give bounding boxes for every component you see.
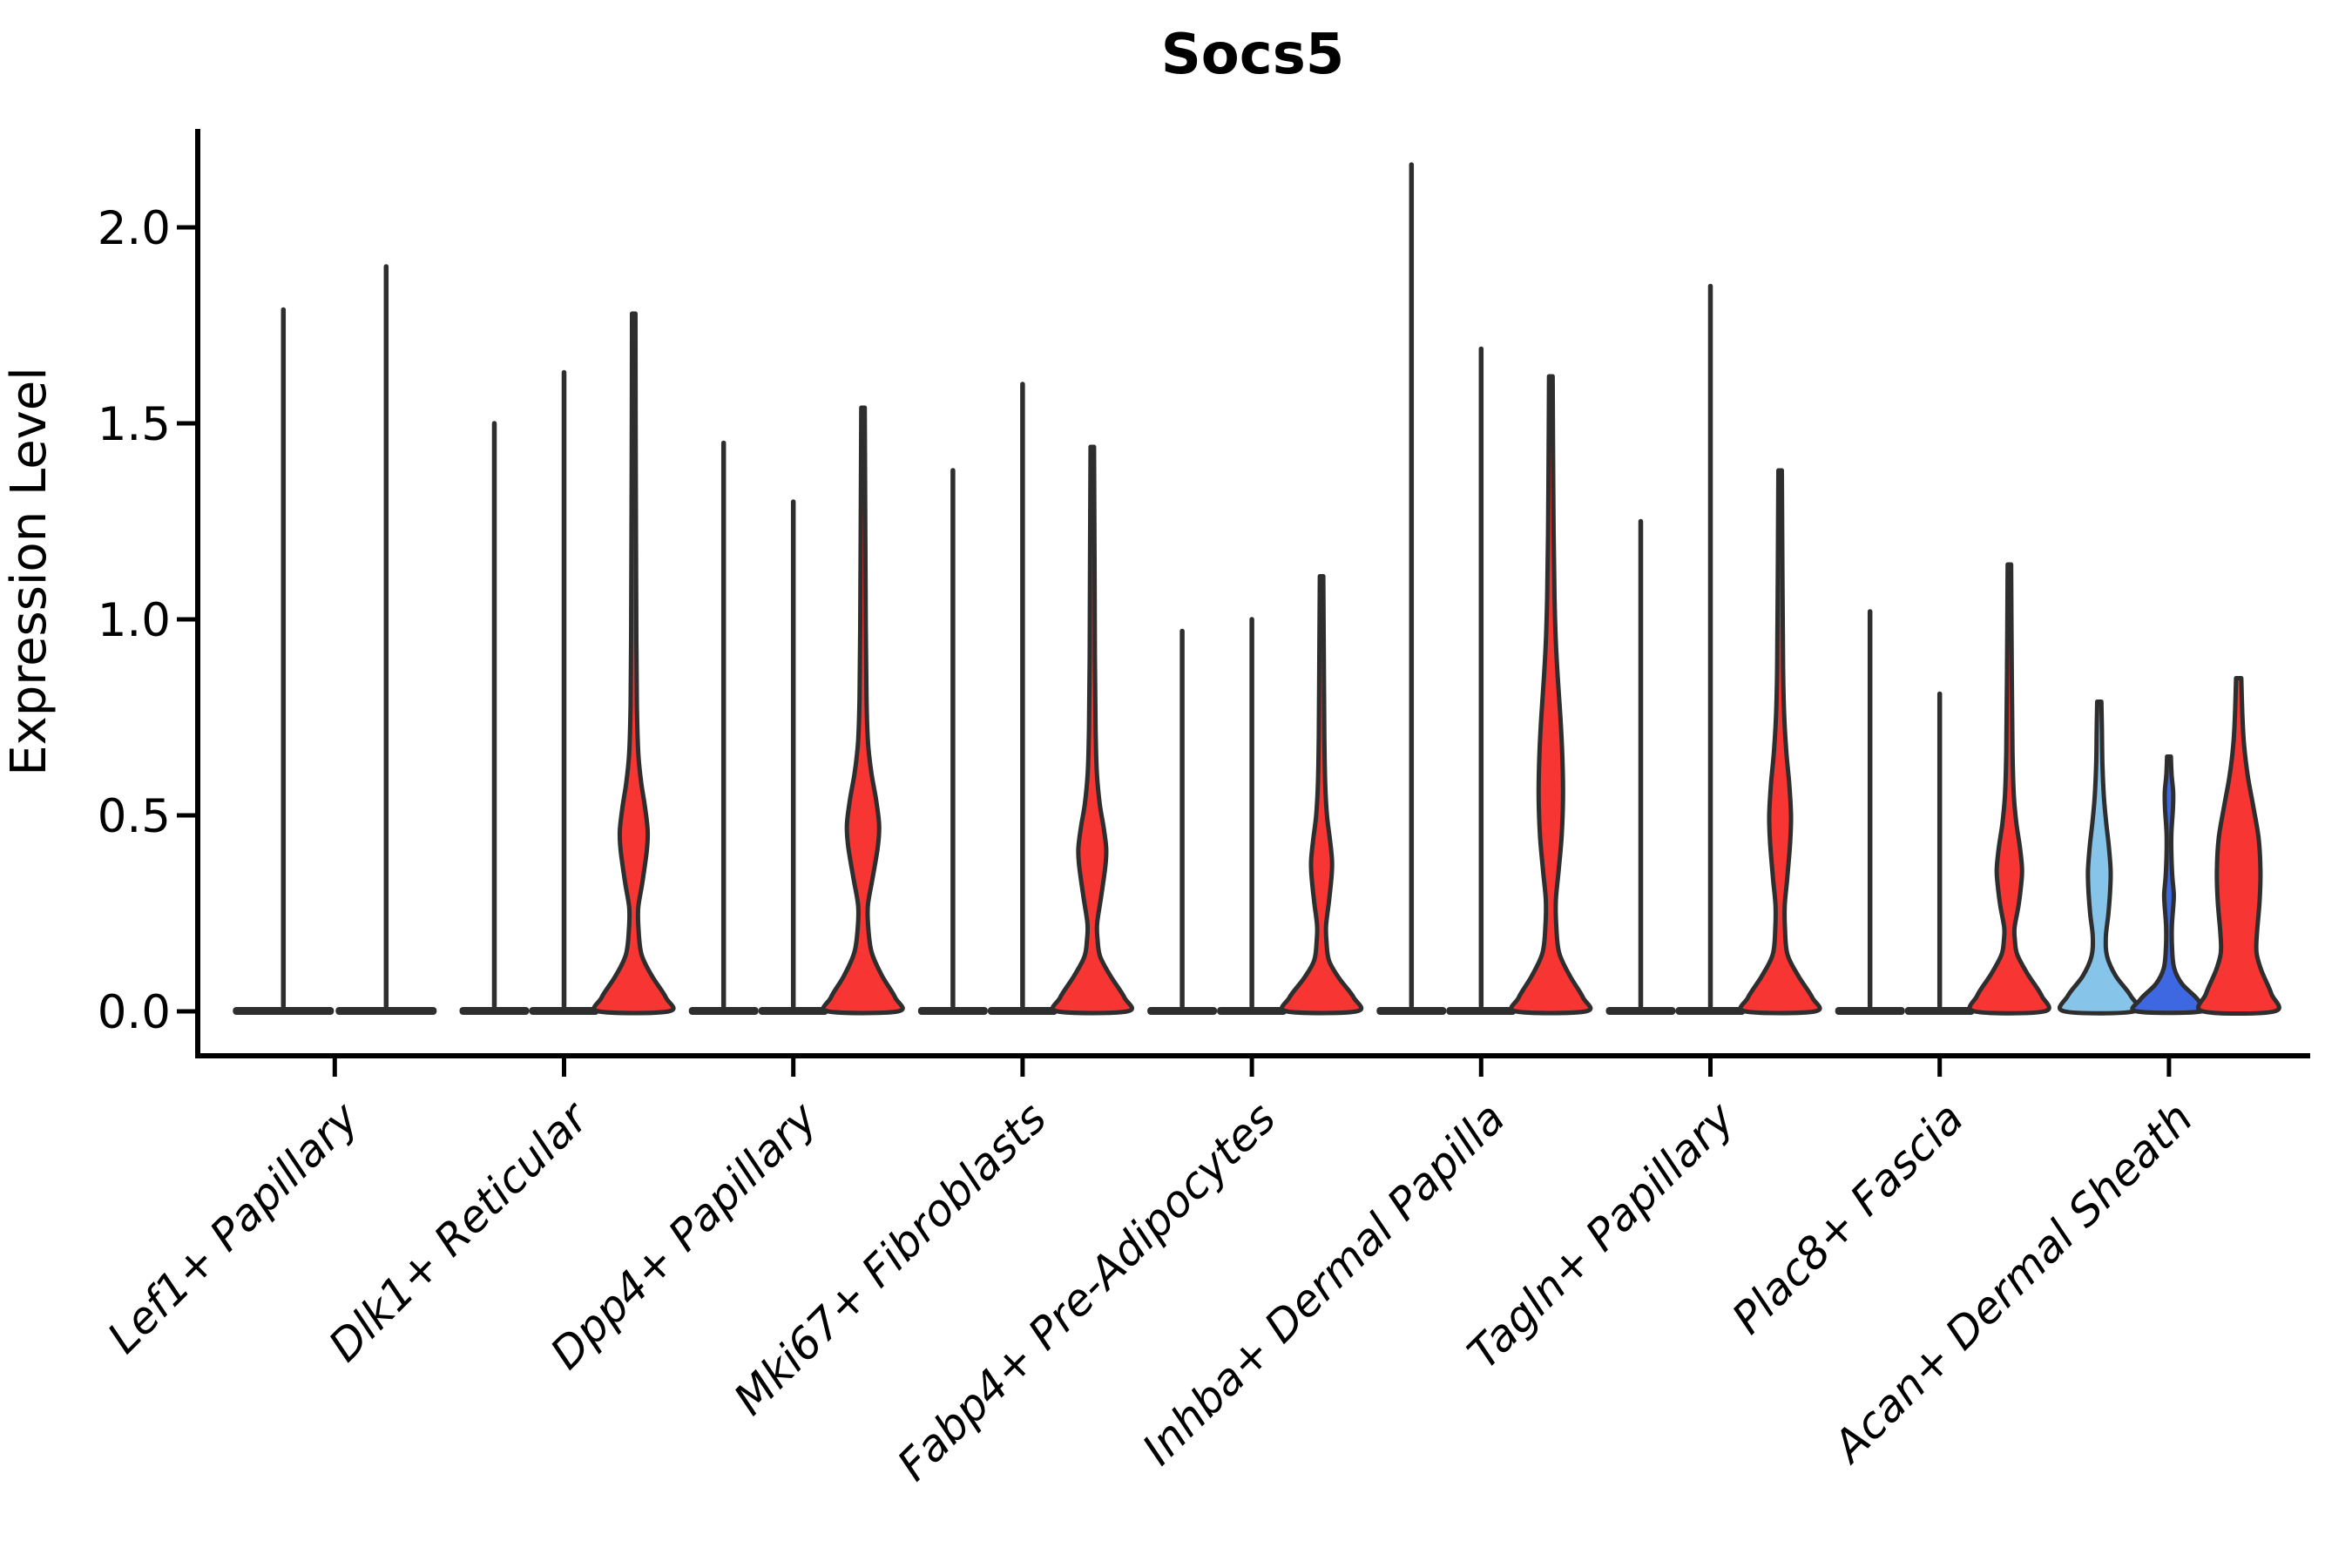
violin-group-7: Tagln+ Papillary — [1458, 283, 1822, 1379]
violin-base — [987, 1007, 1058, 1015]
violin-body — [2196, 676, 2281, 1017]
chart-title: Socs5 — [1161, 23, 1345, 87]
violin-body — [1050, 444, 1134, 1016]
violin-base — [1446, 1007, 1517, 1015]
violin-base — [1376, 1007, 1447, 1015]
violin-base — [335, 1007, 437, 1015]
violin-base — [1835, 1007, 1905, 1015]
violin-group-9: Acan+ Dermal Sheath — [1821, 676, 2281, 1473]
violin-base — [1675, 1007, 1746, 1015]
violin-base — [529, 1007, 599, 1015]
violin-base — [758, 1007, 828, 1015]
violin-group-3: Dpp4+ Papillary — [541, 405, 905, 1379]
violin-body — [591, 311, 676, 1016]
violin-body — [1509, 374, 1593, 1016]
x-tick-label: Lef1+ Papillary — [98, 1092, 368, 1362]
y-tick-label: 0.0 — [98, 986, 171, 1039]
y-tick-label: 1.5 — [98, 398, 171, 451]
y-axis-label: Expression Level — [1, 367, 57, 776]
x-tick-label: Inhba+ Dermal Papilla — [1132, 1092, 1514, 1474]
violin-base — [233, 1007, 335, 1015]
violin-body — [1967, 562, 2051, 1016]
y-tick-label: 2.0 — [98, 202, 171, 255]
y-tick-label: 1.0 — [98, 594, 171, 647]
y-tick-label: 0.5 — [98, 790, 171, 843]
violin-group-4: Mki67+ Fibroblasts — [724, 382, 1134, 1425]
x-tick-label: Plac8+ Fascia — [1722, 1092, 1973, 1343]
violin-base — [1147, 1007, 1218, 1015]
violin-body — [2058, 700, 2141, 1016]
x-tick-label: Acan+ Dermal Sheath — [1821, 1092, 2202, 1473]
violin-group-2: Dlk1+ Reticular — [319, 311, 676, 1371]
violin-base — [688, 1007, 759, 1015]
violin-base — [459, 1007, 530, 1015]
violin-base — [1605, 1007, 1676, 1015]
violin-body — [1280, 574, 1364, 1016]
violin-base — [1904, 1007, 1975, 1015]
violin-body — [1738, 468, 1822, 1016]
violin-group-5: Fabp4+ Pre-Adipocytes — [888, 574, 1364, 1490]
x-tick-label: Fabp4+ Pre-Adipocytes — [888, 1092, 1286, 1490]
violin-base — [917, 1007, 988, 1015]
violin-body — [821, 405, 905, 1016]
violin-body — [2130, 754, 2208, 1016]
violin-base — [1217, 1007, 1288, 1015]
